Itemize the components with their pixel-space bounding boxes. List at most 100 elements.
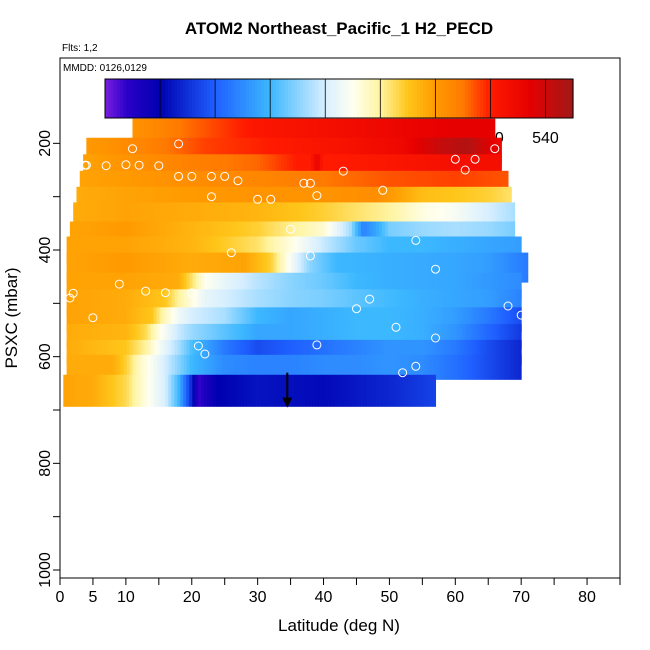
heatmap-cell — [237, 307, 242, 333]
heatmap-cell — [294, 374, 298, 407]
heatmap-cell — [263, 137, 267, 163]
heatmap-cell — [321, 221, 326, 247]
heatmap-cell — [175, 202, 179, 231]
heatmap-cell — [381, 307, 386, 333]
heatmap-cell — [97, 202, 101, 231]
heatmap-cell — [84, 354, 89, 380]
heatmap-cell — [123, 339, 128, 365]
heatmap-cell — [435, 272, 440, 300]
colorbar-cell — [516, 79, 520, 118]
heatmap-cell — [198, 354, 203, 380]
heatmap-cell — [378, 221, 383, 247]
heatmap-cell — [102, 221, 107, 247]
sample-point — [200, 349, 210, 359]
heatmap-cell — [231, 323, 236, 349]
heatmap-cell — [78, 272, 83, 300]
heatmap-cell — [153, 221, 158, 247]
heatmap-cell — [456, 323, 461, 349]
heatmap-cell — [451, 186, 455, 212]
heatmap-cell — [305, 154, 309, 180]
heatmap-cell — [90, 339, 95, 365]
heatmap-cell — [451, 202, 455, 231]
heatmap-cell — [90, 236, 95, 264]
heatmap-cell — [246, 374, 250, 407]
heatmap-cell — [240, 323, 245, 349]
colorbar-cell — [429, 79, 433, 118]
heatmap-cell — [318, 339, 323, 365]
heatmap-cell — [447, 252, 452, 283]
heatmap-cell — [244, 170, 249, 196]
heatmap-cell — [213, 323, 218, 349]
heatmap-cell — [442, 186, 446, 212]
heatmap-cell — [331, 202, 335, 231]
heatmap-cell — [177, 236, 182, 264]
heatmap-cell — [148, 202, 152, 231]
heatmap-cell — [408, 354, 413, 380]
heatmap-cell — [378, 252, 383, 283]
heatmap-cell — [450, 339, 455, 365]
heatmap-cell — [144, 374, 148, 407]
heatmap-cell — [375, 307, 380, 333]
heatmap-cell — [184, 170, 189, 196]
heatmap-cell — [327, 374, 331, 407]
sample-points — [58, 139, 533, 578]
heatmap-cell — [438, 354, 443, 380]
heatmap-cell — [249, 339, 254, 365]
heatmap-cell — [138, 374, 142, 407]
heatmap-cell — [501, 236, 506, 264]
heatmap-cell — [444, 354, 449, 380]
heatmap-cell — [273, 289, 278, 318]
heatmap-cell — [73, 202, 77, 231]
heatmap-cell — [362, 154, 366, 180]
heatmap-cell — [404, 137, 408, 163]
colorbar-cell — [369, 79, 373, 118]
heatmap-cell — [510, 323, 515, 349]
heatmap-cell — [271, 186, 275, 212]
heatmap-cell — [243, 307, 248, 333]
heatmap-cell — [340, 170, 345, 196]
heatmap-cell — [202, 202, 206, 231]
heatmap-cell — [129, 339, 134, 365]
heatmap-cell — [490, 186, 494, 212]
heatmap-cell — [410, 137, 414, 163]
heatmap-cell — [165, 323, 170, 349]
heatmap-cell — [405, 236, 410, 264]
heatmap-cell — [193, 186, 197, 212]
colorbar-cell — [252, 79, 256, 118]
heatmap-cell — [206, 137, 210, 163]
heatmap-cell — [474, 289, 479, 318]
heatmap-cell — [465, 307, 470, 333]
heatmap-cell — [300, 236, 305, 264]
heatmap-cell — [477, 354, 482, 380]
sample-point — [141, 286, 151, 296]
heatmap-cell — [351, 272, 356, 300]
heatmap-cell — [84, 272, 89, 300]
heatmap-cell — [334, 186, 338, 212]
heatmap-cell — [219, 289, 224, 318]
heatmap-cell — [420, 236, 425, 264]
heatmap-cell — [461, 137, 465, 163]
heatmap-cell — [121, 202, 125, 231]
heatmap-cell — [492, 118, 496, 147]
heatmap-cell — [381, 339, 386, 365]
heatmap-cell — [276, 252, 281, 283]
y-tick-label: 600 — [37, 343, 54, 370]
heatmap-cell — [411, 221, 416, 247]
heatmap-cell — [320, 154, 324, 180]
heatmap-cell — [351, 307, 356, 333]
heatmap-cell — [220, 186, 224, 212]
heatmap-cell — [141, 374, 145, 407]
heatmap-cell — [140, 154, 144, 180]
heatmap-cell — [159, 354, 164, 380]
heatmap-cell — [102, 354, 107, 380]
heatmap-cell — [249, 221, 254, 247]
heatmap-cell — [365, 154, 369, 180]
heatmap-cell — [284, 154, 288, 180]
heatmap-cell — [159, 118, 163, 147]
heatmap-layer — [73, 202, 516, 231]
heatmap-cell — [378, 339, 383, 365]
heatmap-cell — [234, 272, 239, 300]
heatmap-cell — [356, 137, 360, 163]
heatmap-cell — [350, 137, 354, 163]
heatmap-cell — [63, 374, 67, 407]
